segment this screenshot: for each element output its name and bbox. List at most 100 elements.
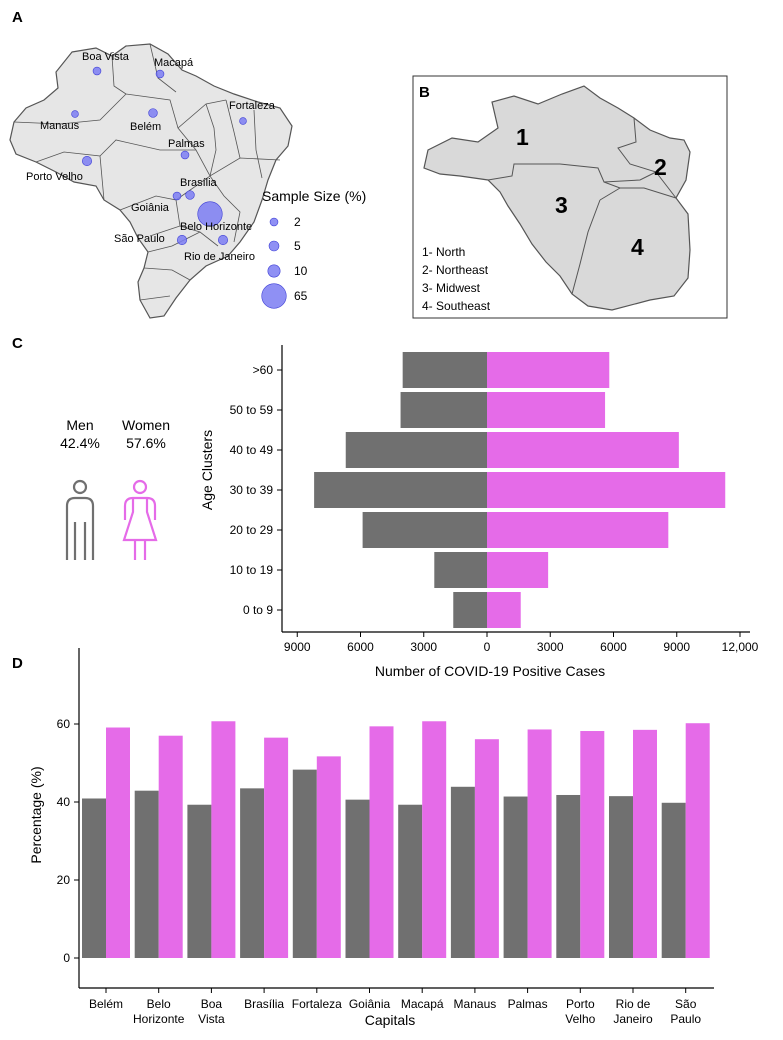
regions-outline	[423, 85, 691, 311]
city-label-palmas: Palmas	[168, 138, 205, 150]
capitals-bar-women	[633, 729, 657, 958]
panel-label-b: B	[419, 84, 430, 101]
pyramid-bar-men	[453, 592, 487, 628]
city-label-porto-velho: Porto Velho	[26, 171, 83, 183]
regions-map-frame	[412, 75, 728, 319]
city-label-sao-paulo: São Paulo	[114, 233, 165, 245]
capitals-bar-women	[527, 729, 552, 958]
region-borders	[487, 117, 677, 295]
men-percentage: 42.4%	[60, 435, 100, 451]
state-borders	[13, 43, 281, 301]
capitals-bar-women	[264, 737, 289, 958]
brazil-state-map: Boa Vista Macapá Manaus Belém Fortaleza Palma…	[9, 43, 366, 319]
capitals-bar-men	[556, 794, 581, 958]
region-4-number: 4	[631, 234, 644, 260]
pyramid-bar-women	[487, 472, 726, 508]
city-label-boa-vista: Boa Vista	[82, 51, 130, 63]
city-dot-palmas	[180, 150, 190, 160]
pyramid-bar-men	[400, 392, 487, 428]
pyramid-x-tick-label: 6000	[347, 640, 374, 654]
capitals-y-tick-label: 60	[57, 717, 71, 731]
sample-size-legend-label: 5	[294, 239, 301, 253]
women-label: Women	[122, 417, 170, 433]
sample-size-legend-label: 10	[294, 264, 308, 278]
pyramid-y-tick-label: >60	[253, 363, 274, 377]
capitals-x-axis-title: Capitals	[365, 1012, 416, 1028]
capitals-bar-women	[474, 739, 499, 958]
pyramid-y-tick-label: 20 to 29	[230, 523, 274, 537]
capitals-x-tick-label-porto-velho: Porto Velho	[565, 997, 595, 1026]
capitals-bar-men	[661, 802, 686, 958]
sample-size-legend-dot	[269, 217, 279, 227]
capitals-bar-women	[422, 721, 447, 958]
sample-size-legend-title: Sample Size (%)	[262, 188, 366, 204]
city-dot-brasilia	[185, 190, 195, 200]
city-dot-manaus	[71, 110, 79, 118]
region-legend-southeast: 4- Southeast	[422, 299, 491, 313]
capitals-bar-men	[187, 804, 212, 958]
capitals-x-tick-label-rio-de-janeiro: Rio de Janeiro	[613, 997, 653, 1026]
capitals-x-tick-label-macapa: Macapá	[401, 997, 444, 1011]
brazil-outline	[9, 43, 293, 319]
capitals-bar-men	[398, 804, 423, 958]
capitals-x-tick-label-manaus: Manaus	[454, 997, 497, 1011]
pyramid-y-tick-label: 30 to 39	[230, 483, 274, 497]
gender-summary: Men 42.4% Women 57.6%	[60, 417, 170, 560]
region-legend-north: 1- North	[422, 245, 465, 259]
pyramid-bar-men	[345, 432, 487, 468]
pyramid-x-tick-label: 6000	[600, 640, 627, 654]
region-1-number: 1	[516, 124, 529, 150]
male-figure-icon	[65, 479, 95, 560]
capitals-bar-men	[240, 788, 265, 958]
pyramid-x-tick-label: 9000	[663, 640, 690, 654]
pyramid-bar-men	[434, 552, 487, 588]
pyramid-bar-women	[487, 392, 606, 428]
capitals-y-tick-label: 0	[63, 951, 70, 965]
pyramid-x-tick-label: 0	[484, 640, 491, 654]
pyramid-bar-men	[362, 512, 487, 548]
panel-label-d: D	[12, 655, 23, 672]
region-3-number: 3	[555, 192, 568, 218]
city-label-fortaleza: Fortaleza	[229, 100, 276, 112]
pyramid-x-tick-label: 3000	[410, 640, 437, 654]
city-label-rio-de-janeiro: Rio de Janeiro	[184, 251, 255, 263]
capitals-bar-women	[685, 723, 710, 958]
city-label-brasilia: Brasília	[180, 177, 218, 189]
city-dot-fortaleza	[239, 117, 247, 125]
women-percentage: 57.6%	[126, 435, 166, 451]
capitals-x-tick-label-belo-horizonte: Belo Horizonte	[133, 997, 185, 1026]
pyramid-y-tick-label: 0 to 9	[243, 603, 273, 617]
city-label-belem: Belém	[130, 121, 161, 133]
sample-size-legend-dot	[261, 283, 287, 309]
region-legend-northeast: 2- Northeast	[422, 263, 489, 277]
city-dot-goiania	[172, 191, 182, 201]
region-legend-midwest: 3- Midwest	[422, 281, 481, 295]
pyramid-y-tick-label: 50 to 59	[230, 403, 274, 417]
pyramid-bar-women	[487, 352, 610, 388]
capitals-x-tick-label-goiania: Goiânia	[349, 997, 391, 1011]
pyramid-y-tick-label: 40 to 49	[230, 443, 274, 457]
pyramid-bar-women	[487, 512, 669, 548]
city-label-manaus: Manaus	[40, 120, 80, 132]
capitals-x-tick-label-brasilia: Brasília	[244, 997, 284, 1011]
pyramid-x-axis-title: Number of COVID-19 Positive Cases	[375, 663, 605, 679]
capitals-bar-women	[316, 756, 341, 958]
city-dot-boa-vista	[92, 66, 102, 76]
capitals-gender-chart: Percentage (%) Capitals 0 20 40 60 Belém Belo…	[28, 648, 714, 1028]
region-2-number: 2	[654, 154, 667, 180]
capitals-y-axis-title: Percentage (%)	[28, 766, 44, 863]
capitals-x-tick-label-belem: Belém	[89, 997, 123, 1011]
city-dot-porto-velho	[82, 156, 93, 167]
capitals-bar-women	[211, 721, 236, 958]
sample-size-legend-label: 65	[294, 289, 308, 303]
sample-size-legend-dot	[267, 264, 281, 278]
pyramid-bar-men	[314, 472, 487, 508]
capitals-x-tick-label-sao-paulo: São Paulo	[670, 997, 701, 1026]
age-pyramid-chart: Age Clusters Number of COVID-19 Positive…	[199, 345, 759, 679]
men-label: Men	[66, 417, 93, 433]
capitals-bar-women	[158, 735, 183, 958]
city-dot-belem	[148, 108, 158, 118]
pyramid-bar-women	[487, 592, 521, 628]
city-label-goiania: Goiânia	[131, 202, 170, 214]
